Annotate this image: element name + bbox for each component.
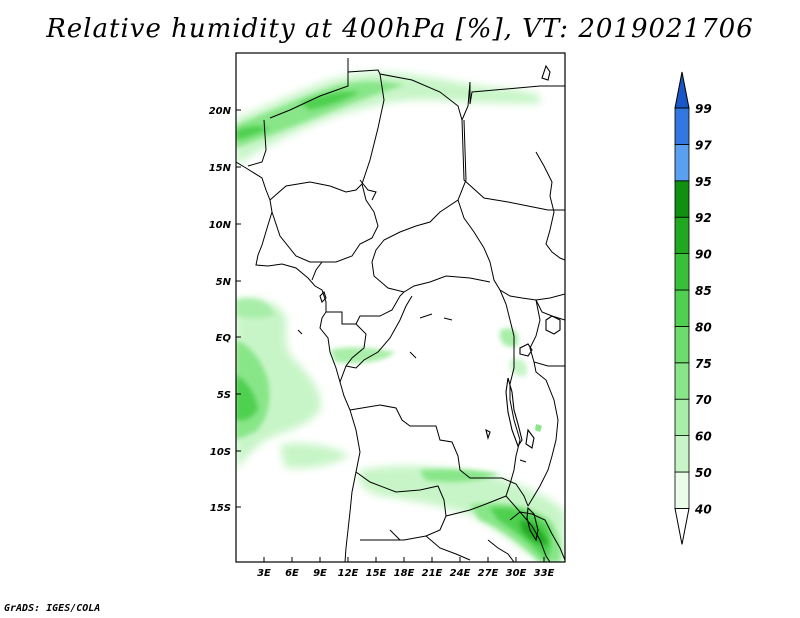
lon-label: 15E bbox=[366, 568, 387, 579]
west-humidity-patch bbox=[236, 298, 395, 470]
map-frame bbox=[235, 52, 566, 563]
colorbar-label: 99 bbox=[695, 102, 712, 116]
lon-label: 6E bbox=[285, 568, 299, 579]
colorbar-label: 75 bbox=[695, 357, 712, 371]
map-title: Relative humidity at 400hPa [%], VT: 201… bbox=[46, 14, 754, 44]
colorbar-segment bbox=[674, 471, 690, 509]
lon-label: 3E bbox=[257, 568, 271, 579]
colorbar-segment bbox=[674, 325, 690, 364]
colorbar-segment bbox=[674, 435, 690, 473]
lon-label: 12E bbox=[338, 568, 359, 579]
colorbar-label: 50 bbox=[695, 466, 712, 480]
colorbar-segment bbox=[674, 398, 690, 437]
colorbar-label: 85 bbox=[695, 284, 712, 298]
lat-label: 5N bbox=[216, 277, 232, 288]
grads-credit: GrADS: IGES/COLA bbox=[4, 603, 101, 614]
colorbar-segment bbox=[674, 362, 690, 400]
colorbar-label: 70 bbox=[695, 393, 712, 407]
lat-label: 15N bbox=[209, 163, 232, 174]
lat-label: 20N bbox=[209, 106, 232, 117]
colorbar-label: 80 bbox=[695, 320, 712, 334]
colorbar-segment bbox=[674, 143, 690, 182]
river-marks bbox=[297, 313, 527, 463]
colorbar-segment bbox=[674, 253, 690, 291]
lat-label: 10S bbox=[210, 447, 231, 458]
lon-label: 18E bbox=[394, 568, 415, 579]
lon-label: 24E bbox=[450, 568, 471, 579]
colorbar-label: 60 bbox=[695, 430, 712, 444]
colorbar-segment bbox=[674, 107, 690, 145]
colorbar-label: 95 bbox=[695, 175, 712, 189]
lon-label: 33E bbox=[534, 568, 555, 579]
lakes bbox=[319, 64, 561, 542]
colorbar-label: 90 bbox=[695, 248, 712, 262]
colorbar-upper-arrow bbox=[674, 71, 690, 109]
country-borders bbox=[236, 53, 565, 562]
lat-label: EQ bbox=[216, 333, 232, 344]
latitude-axis: 20N 15N 10N 5N EQ 5S 10S 15S bbox=[209, 106, 241, 514]
lon-label: 30E bbox=[506, 568, 527, 579]
lon-label: 9E bbox=[313, 568, 327, 579]
longitude-axis: 3E 6E 9E 12E 15E 18E 21E 24E 27E 30E 33E bbox=[257, 557, 555, 579]
lat-label: 5S bbox=[217, 390, 231, 401]
colorbar-lower-arrow bbox=[674, 507, 690, 545]
colorbar-label: 40 bbox=[694, 502, 712, 516]
lon-label: 21E bbox=[422, 568, 443, 579]
humidity-shading bbox=[236, 53, 565, 562]
colorbar-segment bbox=[674, 289, 690, 327]
south-humidity-band bbox=[358, 328, 565, 562]
colorbar-label: 97 bbox=[695, 138, 712, 152]
north-humidity-band bbox=[236, 72, 540, 165]
colorbar: 40 50 60 70 75 80 85 90 92 95 97 99 bbox=[674, 71, 712, 545]
lon-label: 27E bbox=[478, 568, 499, 579]
colorbar-segment bbox=[674, 180, 690, 218]
colorbar-label: 92 bbox=[695, 211, 712, 225]
lat-label: 15S bbox=[210, 503, 231, 514]
colorbar-segment bbox=[674, 216, 690, 254]
lat-label: 10N bbox=[209, 220, 232, 231]
